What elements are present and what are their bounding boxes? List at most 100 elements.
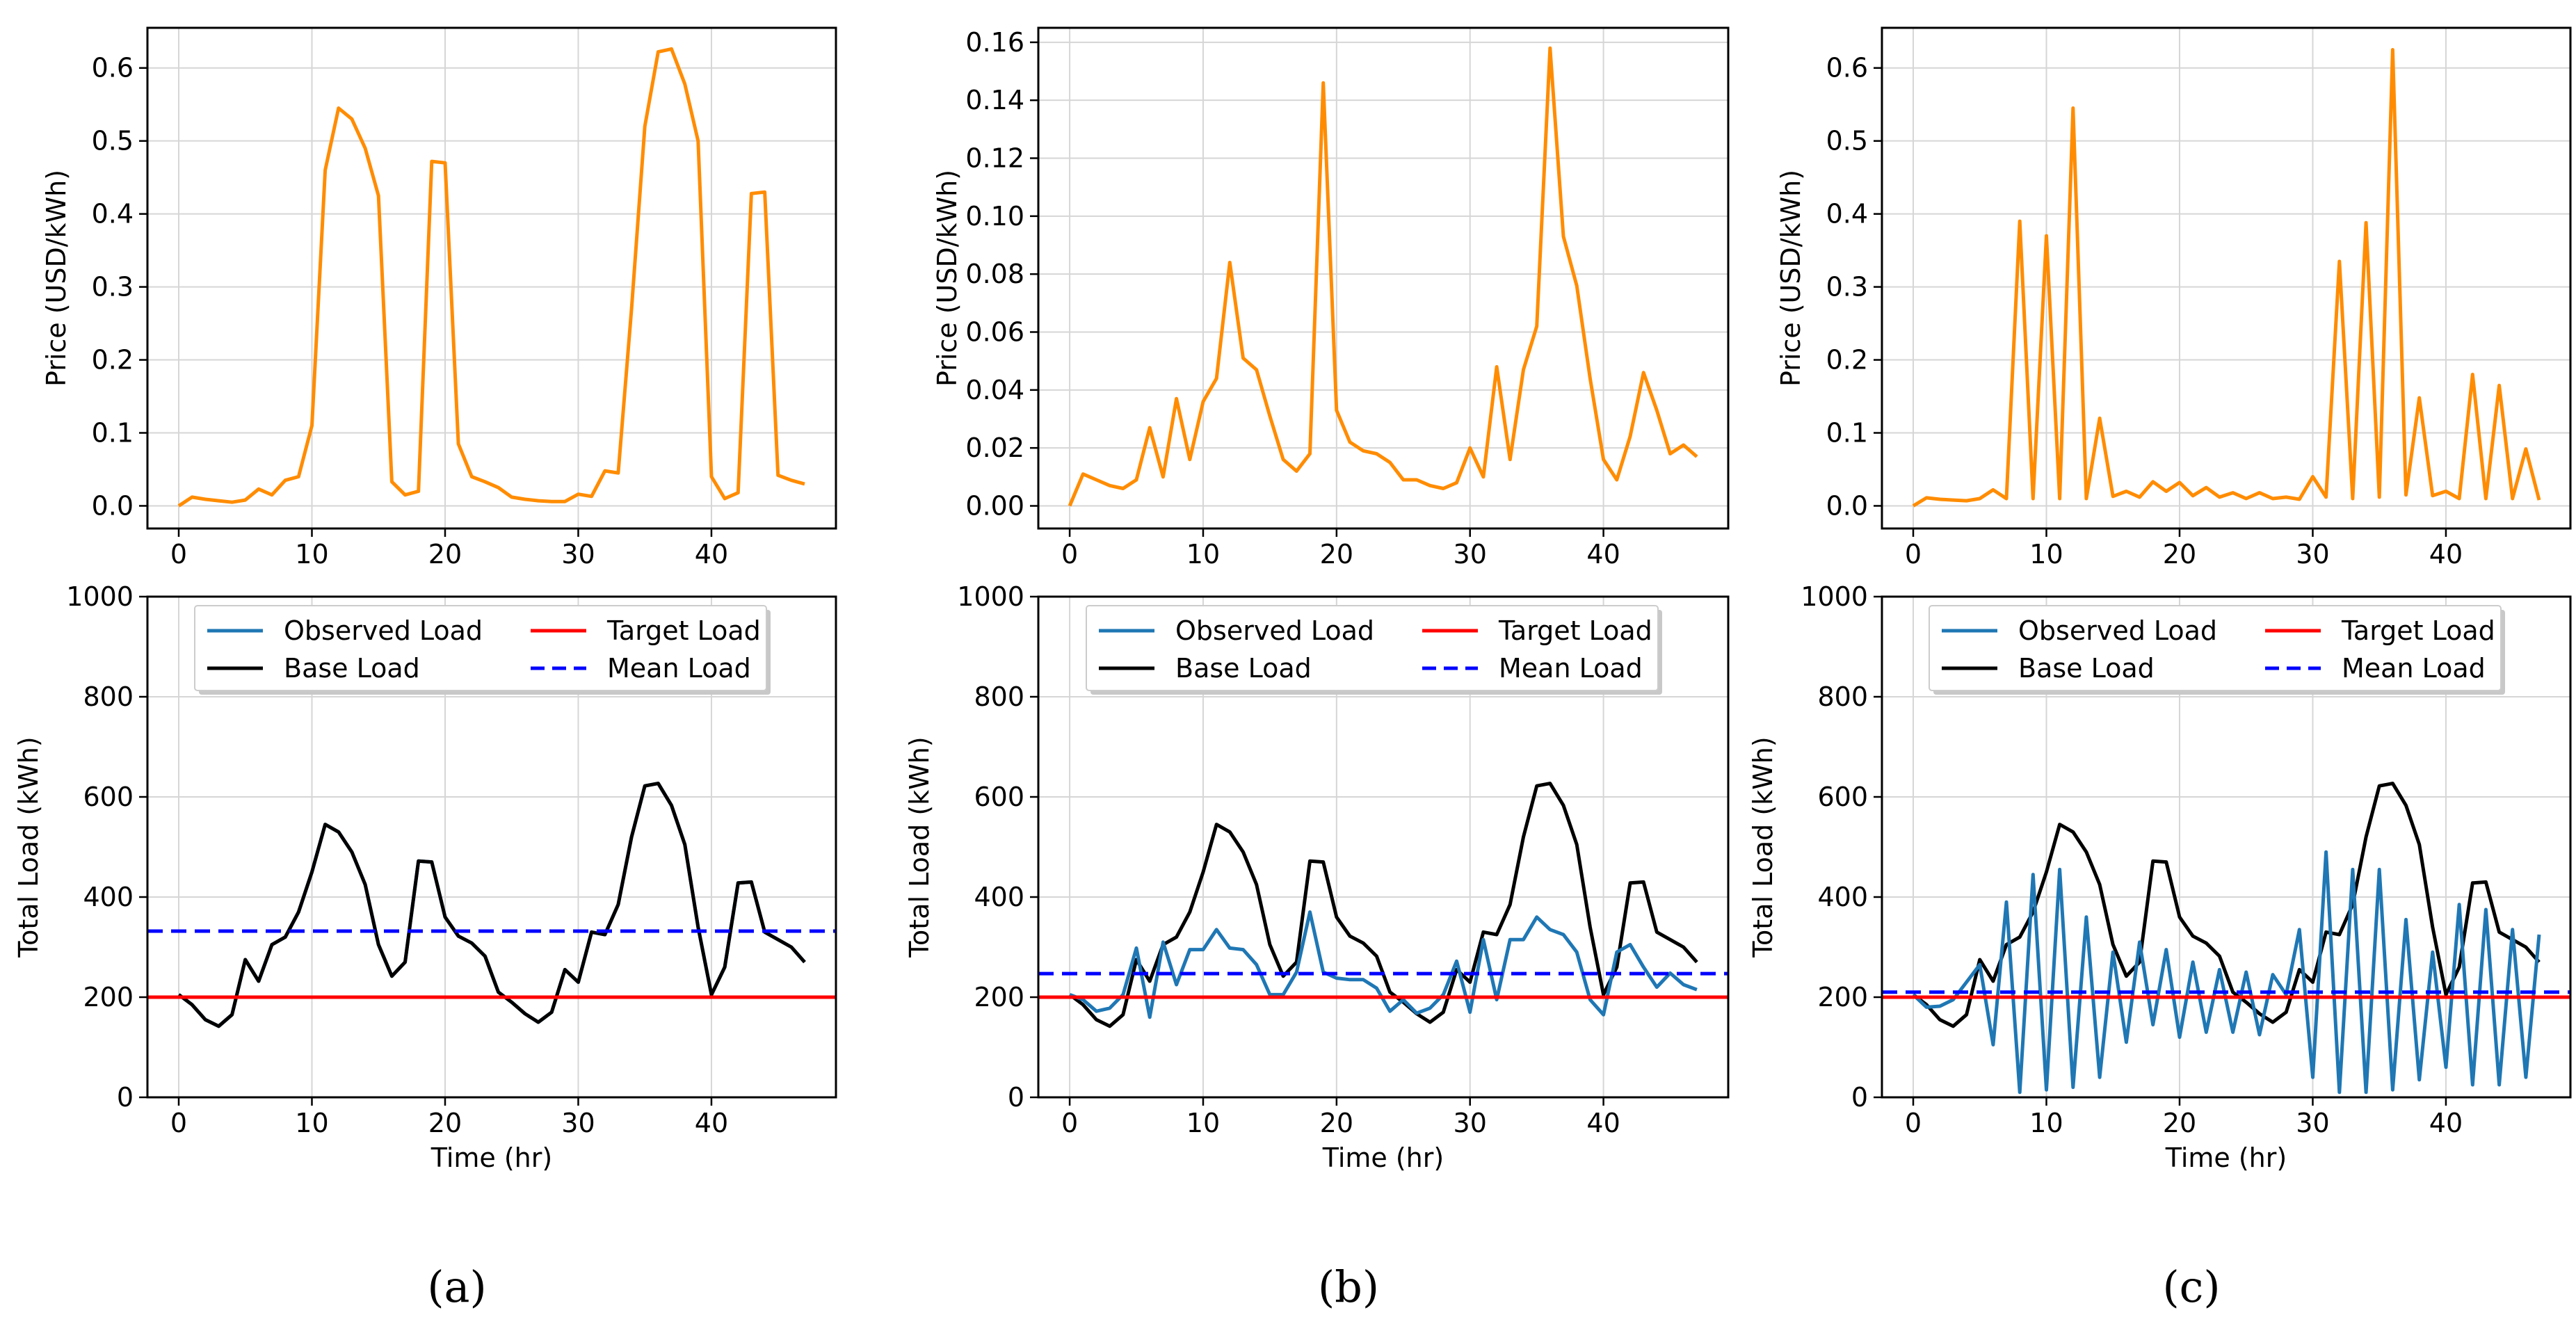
legend-label: Base Load: [2018, 653, 2155, 684]
legend-label: Target Load: [606, 615, 761, 646]
y-tick-label: 0.3: [1826, 272, 1868, 302]
y-tick-label: 0.08: [965, 259, 1024, 289]
y-tick-label: 0.12: [965, 143, 1024, 174]
y-tick-label: 0.5: [1826, 126, 1868, 156]
legend-label: Base Load: [1175, 653, 1312, 684]
y-tick-label: 600: [974, 782, 1024, 812]
y-tick-label: 0.5: [92, 126, 134, 156]
series-group: [1912, 48, 2541, 508]
y-axis-label: Total Load (kWh): [904, 736, 935, 958]
axes-frame: [1037, 26, 1730, 530]
x-tick-label: 40: [695, 1108, 728, 1138]
gridlines: [1882, 28, 2570, 528]
gridlines: [1038, 28, 1728, 528]
legend-label: Target Load: [1498, 615, 1652, 646]
legend: Observed Load Target Load Base Load Mean Lo…: [1086, 605, 1662, 695]
y-tick-label: 0.0: [92, 490, 134, 521]
y-tick-label: 0.00: [965, 491, 1024, 522]
y-axis-label: Price (USD/kWh): [1776, 170, 1806, 387]
y-tick-label: 200: [974, 982, 1024, 1012]
y-tick-label: 0.16: [965, 27, 1024, 58]
x-tick-label: 40: [1586, 1108, 1620, 1138]
y-tick-label: 1000: [1801, 581, 1868, 612]
series-price: [1912, 48, 2541, 508]
series-base-load: [1912, 782, 2541, 1028]
y-tick-label: 0.3: [92, 272, 134, 302]
captions: (a) (b) (c): [427, 1261, 2220, 1312]
x-tick-label: 10: [295, 1108, 328, 1138]
y-tick-label: 0: [1851, 1082, 1868, 1113]
x-tick-label: 0: [1061, 539, 1078, 570]
y-tick-label: 0.10: [965, 201, 1024, 232]
legend-label: Observed Load: [1175, 615, 1374, 646]
y-tick-label: 800: [974, 681, 1024, 712]
x-axis-label: Time (hr): [2165, 1143, 2287, 1173]
legend: Observed Load Target Load Base Load Mean Lo…: [194, 605, 771, 695]
x-tick-label: 10: [1186, 539, 1220, 570]
legend: Observed Load Target Load Base Load Mean Lo…: [1929, 605, 2505, 695]
y-tick-label: 0: [1008, 1082, 1024, 1113]
axes-frame: [146, 595, 837, 1099]
x-tick-label: 40: [695, 539, 728, 570]
x-tick-label: 0: [1905, 1108, 1922, 1138]
series-group: [147, 782, 836, 1028]
series-observed-load: [1069, 910, 1698, 1019]
y-tick-label: 0.4: [1826, 199, 1868, 229]
y-tick-label: 0.2: [92, 345, 134, 376]
subplot-b-top: 0 10 20 30 40 0.00 0.02 0.04 0.06 0.08 0.10 0.12 0.1…: [932, 26, 1730, 570]
axes-frame: [1037, 595, 1730, 1099]
ticks: 0 10 20 30 40 0.0 0.1 0.2 0.3 0.4 0.5 0.6: [1826, 53, 2463, 570]
x-tick-label: 0: [170, 1108, 187, 1138]
x-tick-label: 30: [561, 539, 595, 570]
legend-label: Base Load: [284, 653, 420, 684]
x-axis-label: Time (hr): [1322, 1143, 1444, 1173]
y-tick-label: 200: [1817, 982, 1868, 1012]
x-tick-label: 20: [1320, 1108, 1353, 1138]
y-tick-label: 0.4: [92, 199, 134, 229]
x-tick-label: 10: [1186, 1108, 1220, 1138]
x-tick-label: 40: [2429, 1108, 2463, 1138]
y-tick-label: 0.6: [92, 53, 134, 83]
x-tick-label: 30: [2296, 539, 2329, 570]
x-tick-label: 30: [1454, 539, 1487, 570]
y-tick-label: 0.1: [92, 418, 134, 449]
y-tick-label: 0.04: [965, 375, 1024, 405]
x-tick-label: 20: [1320, 539, 1353, 570]
x-tick-label: 20: [428, 1108, 462, 1138]
y-tick-label: 0: [117, 1082, 134, 1113]
ticks: 0 10 20 30 40 0.0 0.1 0.2 0.3 0.4 0.5 0.6: [92, 53, 729, 570]
subfigure-caption: (c): [2162, 1261, 2220, 1312]
legend-label: Observed Load: [284, 615, 483, 646]
subfigure-caption: (b): [1318, 1261, 1379, 1312]
y-tick-label: 0.2: [1826, 345, 1868, 376]
series-group: [1038, 782, 1728, 1028]
y-axis-label: Total Load (kWh): [13, 736, 44, 958]
y-tick-label: 1000: [66, 581, 134, 612]
x-tick-label: 20: [2163, 1108, 2196, 1138]
y-tick-label: 600: [83, 782, 134, 812]
x-tick-label: 0: [1061, 1108, 1078, 1138]
x-tick-label: 30: [1454, 1108, 1487, 1138]
series-observed-load: [1912, 850, 2541, 1095]
x-tick-label: 10: [295, 539, 328, 570]
y-axis-label: Price (USD/kWh): [41, 170, 72, 387]
x-tick-label: 0: [170, 539, 187, 570]
x-tick-label: 30: [561, 1108, 595, 1138]
axes-frame: [1881, 595, 2572, 1099]
y-tick-label: 0.1: [1826, 418, 1868, 449]
subplots: 0 10 20 30 40 0.0 0.1 0.2 0.3 0.4 0.5 0.6 Price (USD…: [13, 26, 2572, 1173]
y-tick-label: 200: [83, 982, 134, 1012]
y-axis-label: Price (USD/kWh): [932, 170, 963, 387]
legend-label: Target Load: [2341, 615, 2495, 646]
legend-box: [1086, 605, 1659, 691]
series-base-load: [177, 782, 806, 1028]
series-group: [1882, 782, 2570, 1095]
gridlines: [147, 28, 836, 528]
series-group: [1068, 46, 1698, 507]
